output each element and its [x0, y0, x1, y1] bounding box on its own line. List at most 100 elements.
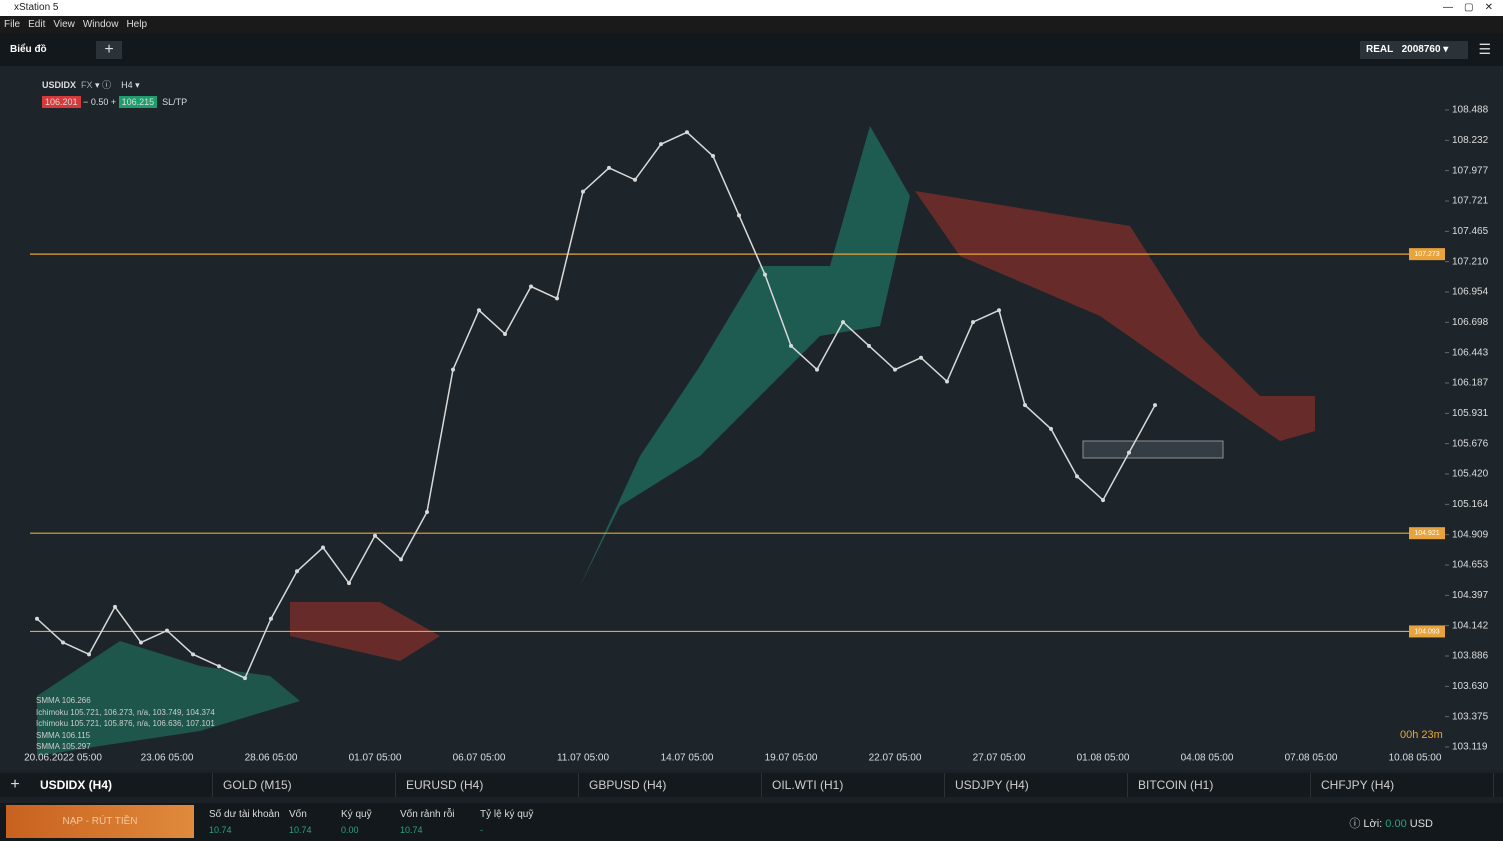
indicator[interactable]: SMMA 105.297: [36, 742, 91, 751]
price-point: [61, 640, 65, 645]
indicator[interactable]: Ichimoku 105.721, 106.273, n/a, 103.749,…: [36, 707, 215, 717]
price-point: [373, 533, 377, 538]
price-point: [243, 676, 247, 681]
bid[interactable]: 106.201: [42, 96, 81, 108]
symbol[interactable]: USDIDX: [42, 80, 77, 90]
account-number[interactable]: 2008760: [1401, 44, 1441, 55]
price-point: [711, 154, 715, 159]
stat: Vốn 10.74: [289, 809, 312, 835]
price-point: [87, 652, 91, 657]
price-point: [1075, 474, 1079, 479]
price-point: [581, 189, 585, 194]
indicator[interactable]: SMMA 106.266: [36, 696, 91, 705]
price-point: [321, 545, 325, 550]
price-point: [399, 557, 403, 562]
chart-header: USDIDX FX ▾ ⓘ H4 ▾ 106.201 − 0.50 + 106.…: [42, 80, 188, 108]
y-tick-label: 107.721: [1452, 196, 1489, 207]
price-point: [971, 320, 975, 325]
countdown: 00h 23m: [1400, 729, 1443, 741]
price-point: [1049, 426, 1053, 431]
price-point: [737, 213, 741, 218]
y-tick-label: 104.397: [1452, 590, 1489, 601]
symbol-tab[interactable]: USDJPY (H4): [945, 773, 1128, 797]
price-point: [35, 616, 39, 621]
price-point: [451, 367, 455, 372]
price-point: [503, 331, 507, 336]
y-tick-label: 106.187: [1452, 378, 1489, 389]
x-tick-label: 14.07 05:00: [661, 753, 714, 764]
symbol-tab[interactable]: CHFJPY (H4): [1311, 773, 1494, 797]
symbol-tab[interactable]: EURUSD (H4): [396, 773, 579, 797]
price-point: [1153, 403, 1157, 408]
sltp[interactable]: SL/TP: [162, 97, 188, 107]
menu-item[interactable]: File: [4, 19, 21, 30]
stat-value: 10.74: [209, 825, 232, 835]
price-point: [1101, 498, 1105, 503]
level-label: 104.093: [1414, 628, 1439, 635]
menu-item[interactable]: Edit: [28, 19, 46, 30]
toolbar: Biểu đồ + REAL 2008760 ▾ ☰: [0, 33, 1503, 66]
stat-value: 0.00: [341, 825, 359, 835]
price-point: [1023, 403, 1027, 408]
x-tick-label: 01.07 05:00: [349, 753, 402, 764]
footer: NẠP - RÚT TIỀN ⓘ Lời: 0.00 USD Số dư tài…: [0, 803, 1503, 841]
x-tick-label: 27.07 05:00: [973, 753, 1026, 764]
price-point: [347, 581, 351, 586]
spread: 0.50: [90, 97, 109, 107]
stat-value: 10.74: [400, 825, 423, 835]
price-point: [555, 296, 559, 301]
menu-item[interactable]: Help: [126, 19, 148, 30]
y-tick-label: 108.232: [1452, 135, 1489, 146]
level-tag: [1409, 527, 1445, 540]
market[interactable]: FX: [81, 80, 93, 90]
y-tick-label: 107.465: [1452, 226, 1489, 237]
price-point: [607, 165, 611, 170]
account-type[interactable]: REAL: [1366, 44, 1394, 55]
level-label: 107.273: [1414, 251, 1439, 258]
symbol-tab[interactable]: BITCOIN (H1): [1128, 773, 1311, 797]
symbol-tab[interactable]: USDIDX (H4): [30, 773, 213, 797]
symbol-tab[interactable]: GBPUSD (H4): [579, 773, 762, 797]
symbol-tab[interactable]: GOLD (M15): [213, 773, 396, 797]
price-point: [139, 640, 143, 645]
y-tick-label: 103.886: [1452, 651, 1489, 662]
chart: 108.488 108.232 107.977 107.721 107.465 107.2…: [24, 105, 1489, 764]
x-tick-label: 01.08 05:00: [1077, 753, 1130, 764]
x-tick-label: 06.07 05:00: [453, 753, 506, 764]
x-tick-label: 10.08 05:00: [1389, 753, 1442, 764]
price-point: [269, 616, 273, 621]
y-tick-label: 106.698: [1452, 317, 1489, 328]
x-tick-label: 19.07 05:00: [765, 753, 818, 764]
x-tick-label: 07.08 05:00: [1285, 753, 1338, 764]
indicator-list: SMMA 106.266 Ichimoku 105.721, 106.273, n…: [36, 695, 215, 753]
y-tick-label: 106.443: [1452, 347, 1489, 358]
currency: USD: [1409, 818, 1433, 830]
price-point: [1127, 450, 1131, 455]
price-point: [425, 509, 429, 514]
profit-label: Lời:: [1363, 818, 1383, 830]
y-tick-label: 107.210: [1452, 256, 1489, 267]
menu-item[interactable]: Window: [82, 19, 119, 30]
ask[interactable]: 106.215: [118, 96, 158, 108]
level-label: 104.921: [1414, 530, 1439, 537]
profit: ⓘ Lời: 0.00 USD: [1349, 818, 1433, 830]
y-tick-label: 105.420: [1452, 469, 1489, 480]
chart-tab[interactable]: Biểu đồ: [10, 44, 47, 55]
timeframe[interactable]: H4: [121, 80, 133, 90]
y-tick-label: 108.488: [1452, 105, 1489, 116]
price-point: [789, 343, 793, 348]
price-point: [659, 142, 663, 147]
price-point: [633, 177, 637, 182]
y-tick-label: 103.119: [1452, 742, 1488, 753]
y-tick-label: 103.375: [1452, 711, 1489, 722]
deposit-button[interactable]: NẠP - RÚT TIỀN: [6, 805, 194, 838]
level-tag: [1409, 248, 1445, 261]
menu-bar: File Edit View Window Help: [0, 16, 1503, 33]
profit-value: 0.00: [1385, 818, 1407, 830]
price-point: [529, 284, 533, 289]
indicator[interactable]: Ichimoku 105.721, 105.876, n/a, 106.636,…: [36, 719, 215, 728]
price-point: [893, 367, 897, 372]
symbol-tab[interactable]: OIL.WTI (H1): [762, 773, 945, 797]
menu-item[interactable]: View: [53, 19, 75, 30]
indicator[interactable]: SMMA 106.115: [36, 730, 91, 740]
